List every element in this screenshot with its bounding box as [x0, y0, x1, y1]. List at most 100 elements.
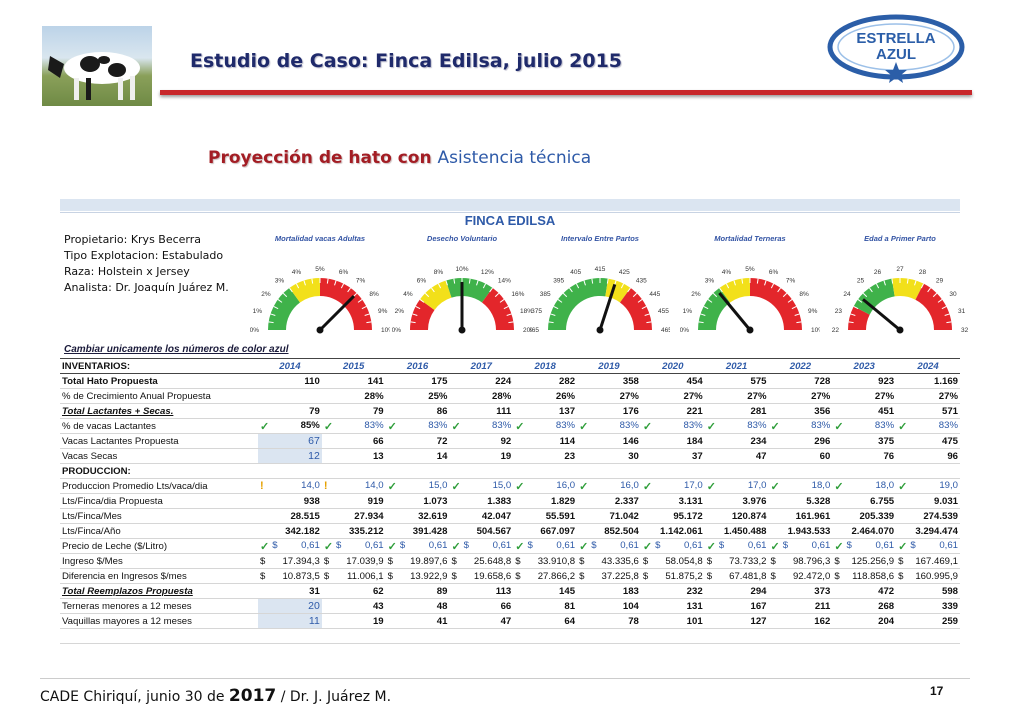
gauge-minor-tick	[632, 292, 638, 298]
empty-cell	[768, 628, 833, 644]
gauge-minor-tick	[326, 278, 329, 284]
gauge-tick-label: 5%	[745, 266, 755, 273]
table-cell: 375	[832, 433, 897, 449]
table-cell: ✓ 83%	[640, 418, 705, 434]
year-header: 2024	[896, 358, 960, 374]
cell-value[interactable]: 0,61	[875, 539, 895, 551]
cell-value: 37.225,8	[601, 570, 639, 582]
table-cell: 1.383	[449, 493, 514, 509]
cell-value[interactable]: 16,0	[620, 479, 639, 491]
table-cell: 48	[385, 598, 450, 614]
check-icon: ✓	[579, 420, 589, 433]
empty-row	[60, 628, 960, 644]
table-cell[interactable]: 11	[258, 613, 322, 629]
cell-value[interactable]: 85%	[300, 419, 320, 431]
table-cell: ! 14,0	[321, 478, 386, 494]
gauge-tick-label: 27	[896, 266, 904, 273]
cell-value[interactable]: 17,0	[747, 479, 767, 491]
table-cell: 27%	[832, 388, 897, 404]
gauge-minor-tick	[941, 305, 947, 310]
table-cell: $58.054,8	[640, 553, 705, 569]
gauge-minor-tick	[453, 278, 456, 284]
cell-value[interactable]: 0,61	[620, 539, 639, 551]
cell-value[interactable]: 0,61	[428, 539, 448, 551]
table-cell: 146	[577, 433, 641, 449]
cell-value[interactable]: 19,0	[939, 479, 958, 491]
table-cell: $17.039,9	[321, 553, 386, 569]
cell-value[interactable]: 0,61	[747, 539, 767, 551]
cell-value[interactable]: 16,0	[556, 479, 576, 491]
cell-value[interactable]: 0,61	[939, 539, 958, 551]
table-row: Lts/Finca/dia Propuesta 938 919 1.073 1.383 1…	[60, 493, 960, 509]
cell-value: 118.858,6	[852, 570, 895, 582]
gauge-minor-tick	[932, 292, 938, 298]
check-icon: ✓	[706, 540, 716, 553]
table-cell: 167	[704, 598, 769, 614]
gauge-dial: 0% 2% 4% 6% 8% 10% 12% 14%16% 18% 20%	[392, 266, 532, 334]
table-cell: 27%	[896, 388, 960, 404]
dollar-sign: $	[451, 570, 457, 582]
cell-value: 83%	[428, 419, 448, 431]
table-row: Vacas Secas 12 13 14 19 23 30 37 47 60 76 96	[60, 448, 960, 464]
table-cell: ✓ $0,61	[513, 538, 578, 554]
gauge-minor-tick	[712, 292, 718, 298]
table-cell: 183	[577, 583, 641, 599]
cell-value[interactable]: 0,61	[364, 539, 384, 551]
header-divider	[160, 90, 972, 95]
year-header: 2023	[832, 358, 897, 374]
gauge-minor-tick	[268, 321, 274, 324]
cell-value[interactable]: 14,0	[364, 480, 384, 491]
cell-value[interactable]: 15,0	[428, 479, 448, 491]
table-cell: 1.943.533	[768, 523, 833, 539]
table-cell[interactable]: 20	[258, 598, 322, 614]
gauge-minor-tick	[848, 321, 854, 324]
table-cell: 55.591	[513, 508, 578, 524]
cell-value[interactable]: 0,61	[492, 539, 512, 551]
empty-cell	[60, 628, 258, 644]
table-cell: 454	[640, 373, 705, 389]
cell-value[interactable]: 14,0	[301, 480, 320, 491]
table-cell: 37	[640, 448, 705, 464]
cell-value[interactable]: 17,0	[684, 479, 703, 491]
cell-value[interactable]: 18,0	[811, 479, 831, 491]
row-label: Ingreso $/Mes	[60, 553, 258, 569]
gauge-minor-tick	[764, 280, 767, 286]
gauge-minor-tick	[506, 313, 512, 316]
gauge-minor-tick	[883, 280, 886, 286]
gauge-tick-label: 4%	[292, 269, 302, 276]
cell-value: 125.256,9	[851, 555, 895, 567]
gauge-zone-3	[915, 283, 952, 330]
cell-value[interactable]: 15,0	[492, 479, 512, 491]
table-cell: 30	[577, 448, 641, 464]
table-cell: $92.472,0	[768, 568, 833, 584]
gauge-minor-tick	[583, 280, 586, 286]
cell-value[interactable]: 0,61	[556, 539, 576, 551]
cell-value[interactable]: 0,61	[811, 539, 831, 551]
table-cell: 176	[577, 403, 641, 419]
gauge-minor-tick	[415, 305, 421, 310]
gauge-minor-tick	[557, 299, 563, 303]
table-cell: $73.733,2	[704, 553, 769, 569]
gauge-minor-tick	[482, 283, 487, 289]
gauge-tick-label: 415	[595, 266, 606, 273]
cell-value: 83%	[555, 419, 576, 431]
cell-value[interactable]: 18,0	[875, 479, 895, 491]
table-cell[interactable]: 12	[258, 448, 322, 464]
gauge-tick-label: 1%	[253, 308, 263, 315]
cell-value: 83%	[619, 419, 639, 431]
check-icon: ✓	[834, 540, 844, 553]
table-cell: $160.995,9	[896, 568, 960, 584]
cell-value[interactable]: 0,61	[301, 539, 320, 551]
table-cell: 234	[704, 433, 769, 449]
table-cell: 938	[258, 493, 322, 509]
cell-value[interactable]: 0,61	[684, 539, 703, 551]
gauge-0: Mortalidad vacas Adultas 0% 1% 2% 3% 4% 5% 6% 7%…	[250, 234, 390, 338]
gauge-minor-tick	[906, 278, 909, 284]
table-cell[interactable]: 67	[258, 433, 322, 449]
table-cell: 373	[768, 583, 833, 599]
table-cell: 137	[513, 403, 578, 419]
gauge-tick-label: 10%	[455, 266, 468, 273]
gauge-hub	[746, 326, 754, 334]
gauge-minor-tick	[295, 283, 300, 289]
dollar-sign: $	[655, 539, 661, 551]
